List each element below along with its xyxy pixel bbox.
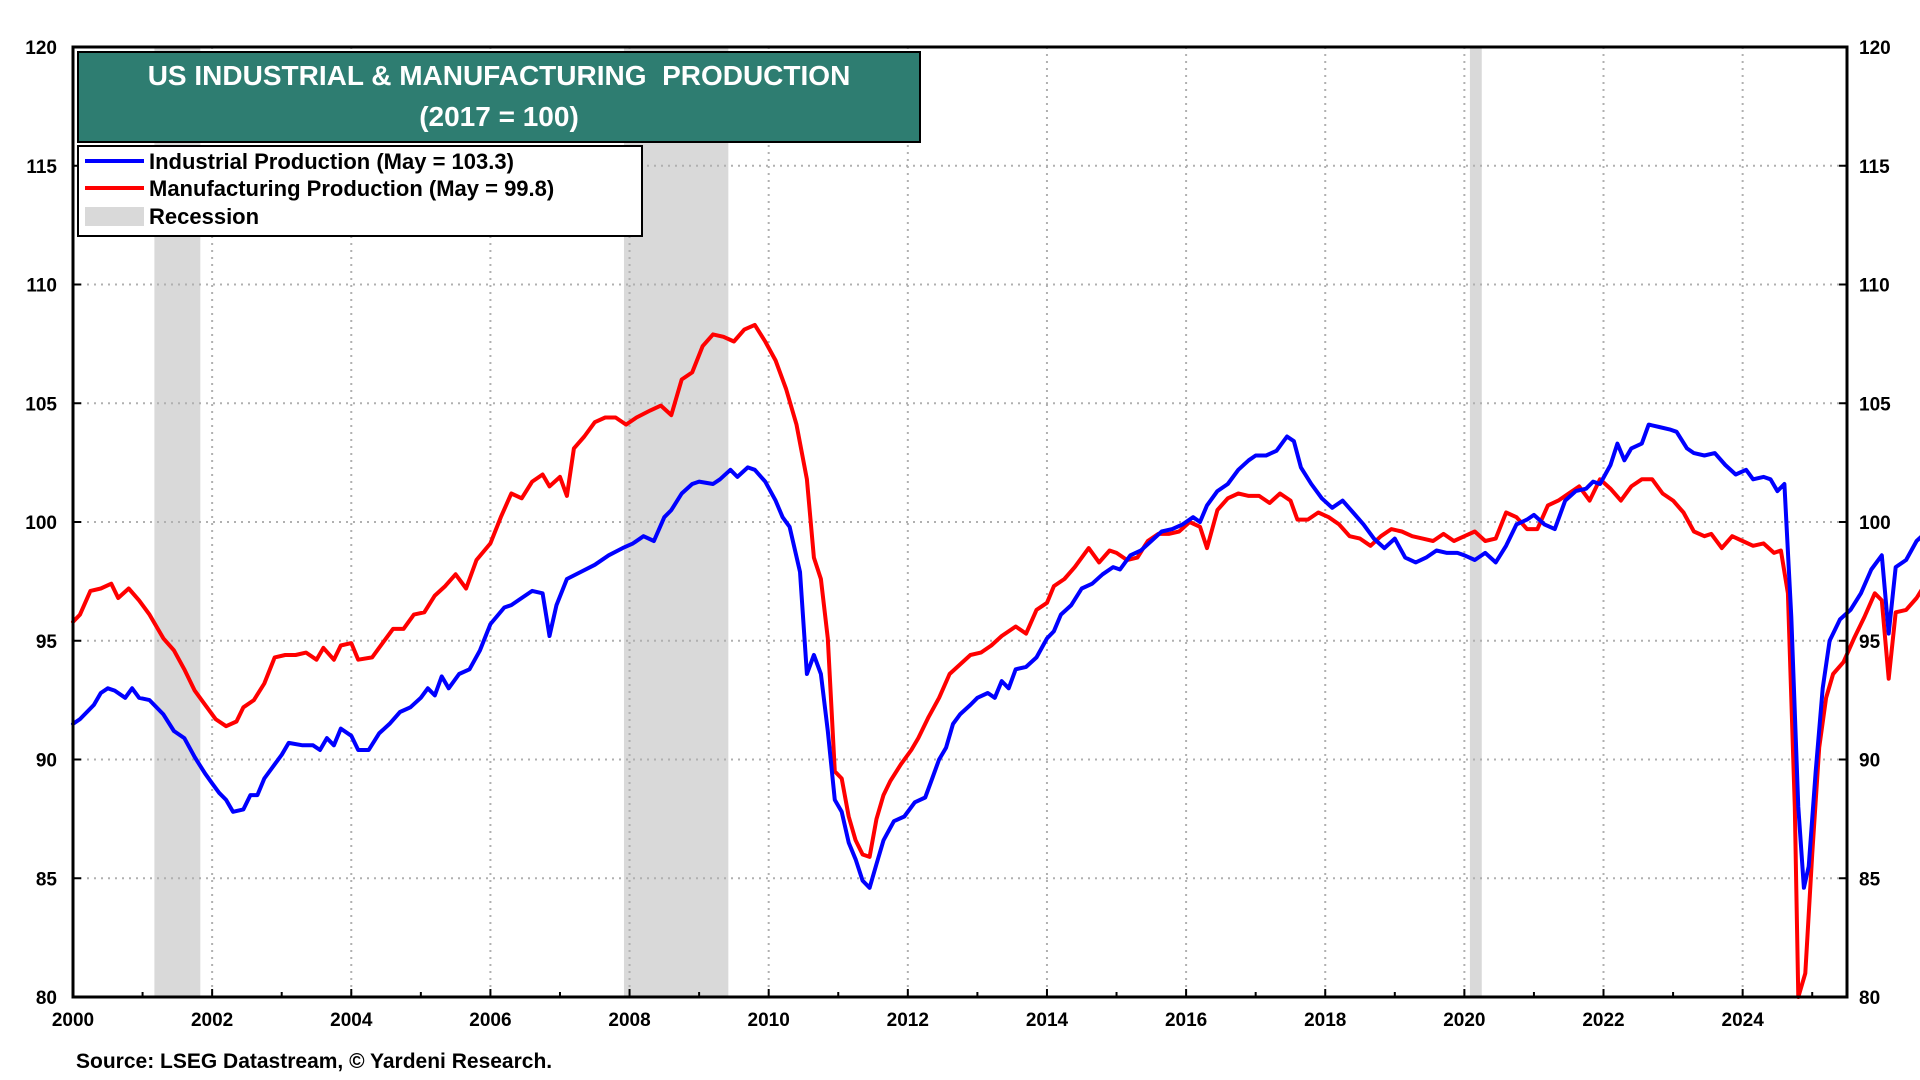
- y-tick-label-left: 110: [26, 276, 57, 297]
- x-tick-label: 2008: [608, 1010, 650, 1031]
- chart-title: US INDUSTRIAL & MANUFACTURING PRODUCTION: [148, 60, 851, 91]
- series-line-industrial-production: [71, 422, 1920, 890]
- x-tick-label: 2006: [469, 1010, 511, 1031]
- y-tick-label-left: 105: [25, 394, 57, 415]
- y-tick-label-right: 120: [1859, 38, 1891, 59]
- x-tick-label: 2014: [1026, 1010, 1069, 1031]
- x-tick-label: 2016: [1165, 1010, 1207, 1031]
- ticks-layer: 80 80 85 85 90 90 95 95 100 100 105 105 110 110 115 115…: [25, 38, 1891, 1031]
- y-tick-label-right: 110: [1859, 276, 1890, 297]
- title-box: US INDUSTRIAL & MANUFACTURING PRODUCTION…: [77, 51, 921, 143]
- series-line-manufacturing-production: [71, 322, 1920, 999]
- grid-layer: [73, 47, 1847, 997]
- y-tick-label-left: 120: [25, 38, 57, 59]
- legend-label-manufacturing: Manufacturing Production (May = 99.8): [149, 176, 554, 201]
- legend: Industrial Production (May = 103.3) Manu…: [77, 145, 643, 237]
- y-tick-label-right: 95: [1859, 632, 1881, 653]
- chart-subtitle: (2017 = 100): [419, 101, 579, 132]
- y-tick-label-left: 100: [25, 513, 57, 534]
- series-layer: [71, 322, 1920, 999]
- x-tick-label: 2000: [52, 1010, 94, 1031]
- x-tick-label: 2012: [887, 1010, 929, 1031]
- y-tick-label-left: 80: [36, 988, 57, 1009]
- y-tick-label-right: 80: [1859, 988, 1880, 1009]
- y-tick-label-left: 90: [36, 751, 57, 772]
- legend-label-industrial: Industrial Production (May = 103.3): [149, 149, 514, 174]
- y-tick-label-left: 95: [36, 632, 58, 653]
- x-tick-label: 2018: [1304, 1010, 1346, 1031]
- y-tick-label-left: 85: [36, 869, 58, 890]
- y-tick-label-right: 100: [1859, 513, 1891, 534]
- y-tick-label-left: 115: [26, 157, 57, 178]
- x-tick-label: 2010: [748, 1010, 790, 1031]
- y-tick-label-right: 115: [1859, 157, 1890, 178]
- x-tick-label: 2002: [191, 1010, 233, 1031]
- y-tick-label-right: 105: [1859, 394, 1891, 415]
- x-tick-label: 2024: [1722, 1010, 1765, 1031]
- recession-band: [1469, 47, 1482, 997]
- x-tick-label: 2022: [1582, 1010, 1624, 1031]
- source-note: Source: LSEG Datastream, © Yardeni Resea…: [76, 1050, 552, 1073]
- x-tick-label: 2004: [330, 1010, 373, 1031]
- y-tick-label-right: 90: [1859, 751, 1880, 772]
- y-tick-label-right: 85: [1859, 869, 1881, 890]
- x-tick-label: 2020: [1443, 1010, 1485, 1031]
- legend-swatch-recession: [85, 207, 144, 226]
- legend-label-recession: Recession: [149, 204, 259, 229]
